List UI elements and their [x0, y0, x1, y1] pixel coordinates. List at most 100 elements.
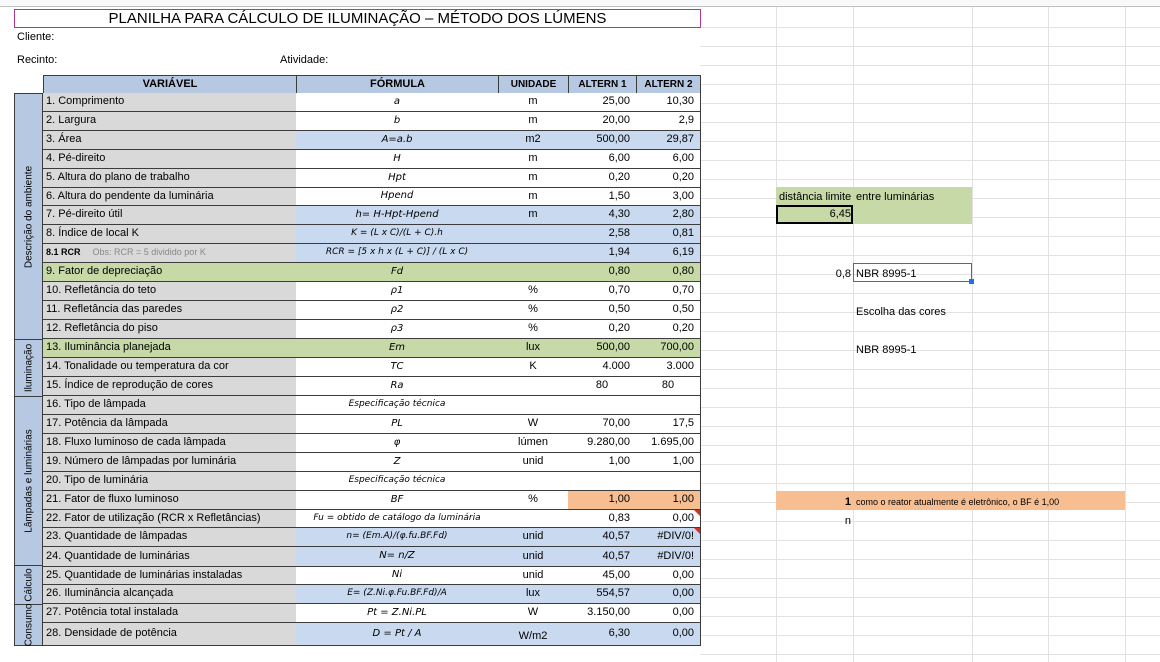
row-1-variable[interactable]: 1. Comprimento	[43, 93, 297, 112]
row-1-altern-1[interactable]: 25,00	[568, 93, 637, 112]
row-25-unit[interactable]: unid	[498, 547, 569, 567]
row-18-formula[interactable]: PL	[296, 415, 499, 434]
row-29-altern-1[interactable]: 6,30	[568, 623, 637, 646]
row-13-altern-1[interactable]: 0,20	[568, 320, 637, 339]
row-5-altern-2[interactable]: 0,20	[636, 169, 701, 188]
row-13-variable[interactable]: 12. Refletância do piso	[43, 320, 297, 339]
row-26-unit[interactable]: unid	[498, 567, 569, 585]
row-6-formula[interactable]: Hpend	[296, 188, 499, 206]
row-22-unit[interactable]: %	[498, 491, 569, 510]
row-16-altern-1[interactable]: 80	[568, 377, 637, 396]
row-22-altern-2[interactable]: 1,00	[636, 491, 701, 510]
row-23-formula[interactable]: Fu = obtido de catálogo da luminária	[296, 510, 499, 528]
row-2-altern-2[interactable]: 2,9	[636, 112, 701, 131]
row-6-altern-2[interactable]: 3,00	[636, 188, 701, 206]
row-4-unit[interactable]: m	[498, 150, 569, 169]
row-27-formula[interactable]: E= (Z.Ni.φ.Fu.BF.Fd)/A	[296, 585, 499, 604]
row-15-unit[interactable]: K	[498, 358, 569, 377]
row-23-altern-2[interactable]: 0,00	[636, 510, 701, 528]
row-5-altern-1[interactable]: 0,20	[568, 169, 637, 188]
row-10-variable[interactable]: 9. Fator de depreciação	[43, 263, 297, 282]
row-14-altern-1[interactable]: 500,00	[568, 339, 637, 358]
row-27-altern-1[interactable]: 554,57	[568, 585, 637, 604]
row-25-variable[interactable]: 24. Quantidade de luminárias	[43, 547, 297, 567]
row-4-altern-1[interactable]: 6,00	[568, 150, 637, 169]
row-21-altern-2[interactable]	[636, 472, 701, 491]
row-24-formula[interactable]: n= (Em.A)/(φ.fu.BF.Fd)	[296, 528, 499, 547]
row-20-formula[interactable]: Z	[296, 453, 499, 472]
row-25-altern-2[interactable]: #DIV/0!	[636, 547, 701, 567]
row-3-unit[interactable]: m2	[498, 131, 569, 150]
row-1-unit[interactable]: m	[498, 93, 569, 112]
cores-note[interactable]: Escolha das cores	[856, 306, 946, 318]
row-20-unit[interactable]: unid	[498, 453, 569, 472]
row-8-formula[interactable]: K = (L x C)/(L + C).h	[296, 225, 499, 244]
row-14-formula[interactable]: Em	[296, 339, 499, 358]
row-3-altern-2[interactable]: 29,87	[636, 131, 701, 150]
row-7-altern-1[interactable]: 4,30	[568, 206, 637, 225]
row-28-altern-2[interactable]: 0,00	[636, 604, 701, 623]
row-14-altern-2[interactable]: 700,00	[636, 339, 701, 358]
row-6-variable[interactable]: 6. Altura do pendente da luminária	[43, 188, 297, 206]
row-17-variable[interactable]: 16. Tipo de lâmpada	[43, 396, 297, 415]
bf-value[interactable]: 1	[844, 496, 851, 508]
row-20-variable[interactable]: 19. Número de lâmpadas por luminária	[43, 453, 297, 472]
row-8-unit[interactable]	[498, 225, 569, 244]
row-23-variable[interactable]: 22. Fator de utilização (RCR x Refletânc…	[43, 510, 297, 528]
row-8-altern-2[interactable]: 0,81	[636, 225, 701, 244]
row-4-altern-2[interactable]: 6,00	[636, 150, 701, 169]
row-24-unit[interactable]: unid	[498, 528, 569, 547]
row-22-altern-1[interactable]: 1,00	[568, 491, 637, 510]
row-29-altern-2[interactable]: 0,00	[636, 623, 701, 646]
row-5-unit[interactable]: m	[498, 169, 569, 188]
distance-label-2[interactable]: entre luminárias	[856, 191, 935, 203]
row-3-altern-1[interactable]: 500,00	[568, 131, 637, 150]
row-3-formula[interactable]: A=a.b	[296, 131, 499, 150]
row-5-formula[interactable]: Hpt	[296, 169, 499, 188]
row-16-altern-2[interactable]: 80	[636, 377, 701, 396]
row-9-formula[interactable]: RCR = [5 x h x (L + C)] / (L x C)	[296, 244, 499, 263]
row-9-altern-2[interactable]: 6,19	[636, 244, 701, 263]
row-25-altern-1[interactable]: 40,57	[568, 547, 637, 567]
row-6-altern-1[interactable]: 1,50	[568, 188, 637, 206]
row-16-formula[interactable]: Ra	[296, 377, 499, 396]
row-10-altern-2[interactable]: 0,80	[636, 263, 701, 282]
row-11-unit[interactable]: %	[498, 282, 569, 301]
row-22-variable[interactable]: 21. Fator de fluxo luminoso	[43, 491, 297, 510]
row-18-altern-2[interactable]: 17,5	[636, 415, 701, 434]
row-29-variable[interactable]: 28. Densidade de potência	[43, 623, 297, 646]
distance-value[interactable]: 6,45	[829, 208, 851, 220]
fill-handle[interactable]	[969, 279, 974, 284]
row-29-formula[interactable]: D = Pt / A	[296, 623, 499, 646]
row-19-formula[interactable]: φ	[296, 434, 499, 453]
row-15-variable[interactable]: 14. Tonalidade ou temperatura da cor	[43, 358, 297, 377]
row-12-altern-1[interactable]: 0,50	[568, 301, 637, 320]
row-19-altern-1[interactable]: 9.280,00	[568, 434, 637, 453]
row-4-variable[interactable]: 4. Pé-direito	[43, 150, 297, 169]
row-15-altern-2[interactable]: 3.000	[636, 358, 701, 377]
row-16-unit[interactable]	[498, 377, 569, 396]
row-12-variable[interactable]: 11. Refletância das paredes	[43, 301, 297, 320]
row-17-altern-2[interactable]	[636, 396, 701, 415]
row-23-altern-1[interactable]: 0,83	[568, 510, 637, 528]
distance-label-1[interactable]: distância limite	[779, 191, 852, 203]
row-17-unit[interactable]	[498, 396, 569, 415]
row-16-variable[interactable]: 15. Índice de reprodução de cores	[43, 377, 297, 396]
row-15-altern-1[interactable]: 4.000	[568, 358, 637, 377]
row-26-altern-2[interactable]: 0,00	[636, 567, 701, 585]
row-27-altern-2[interactable]: 0,00	[636, 585, 701, 604]
row-13-formula[interactable]: ρ3	[296, 320, 499, 339]
row-26-altern-1[interactable]: 45,00	[568, 567, 637, 585]
row-24-altern-1[interactable]: 40,57	[568, 528, 637, 547]
row-8-variable[interactable]: 8. Índice de local K	[43, 225, 297, 244]
em-norm[interactable]: NBR 8995-1	[856, 344, 917, 356]
row-27-unit[interactable]: lux	[498, 585, 569, 604]
row-28-variable[interactable]: 27. Potência total instalada	[43, 604, 297, 623]
row-7-formula[interactable]: h= H-Hpt-Hpend	[296, 206, 499, 225]
row-2-altern-1[interactable]: 20,00	[568, 112, 637, 131]
sheet-title[interactable]: PLANILHA PARA CÁLCULO DE ILUMINAÇÃO – MÉ…	[14, 9, 701, 28]
row-17-formula[interactable]: Especificação técnica	[296, 396, 499, 415]
row-13-unit[interactable]: %	[498, 320, 569, 339]
row-9-altern-1[interactable]: 1,94	[568, 244, 637, 263]
row-6-unit[interactable]: m	[498, 188, 569, 206]
